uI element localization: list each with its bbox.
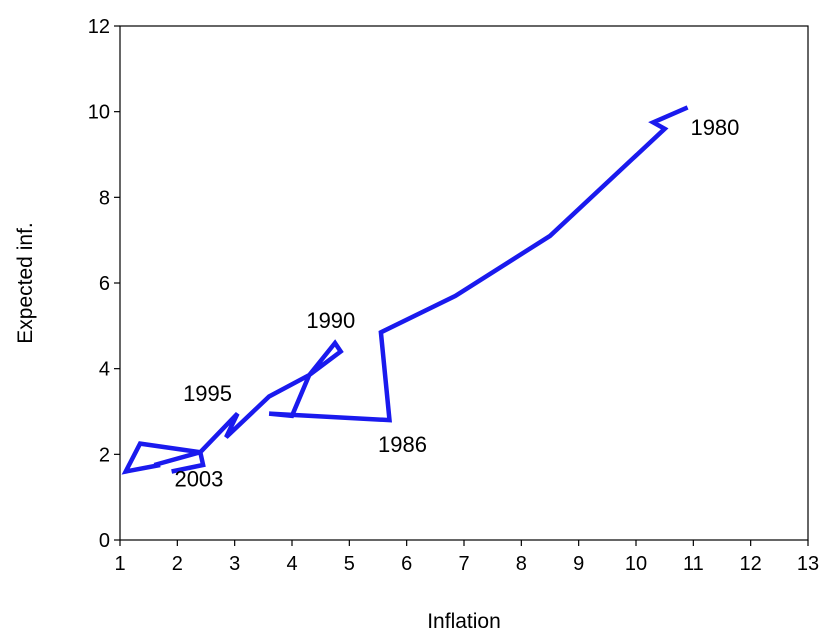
y-tick-label: 4	[99, 359, 110, 381]
y-axis: 0 2 4 6 8 10 12	[88, 16, 120, 552]
year-annotation: 2003	[174, 466, 223, 491]
year-annotation: 1990	[306, 308, 355, 333]
y-tick-label: 10	[88, 102, 110, 124]
year-annotation: 1995	[183, 381, 232, 406]
y-tick-label: 12	[88, 16, 110, 38]
x-axis: 1 2 3 4 5 6 7 8 9 10 11 12 13	[114, 540, 819, 575]
x-tick-label: 8	[516, 553, 527, 575]
x-tick-label: 11	[683, 553, 704, 575]
annotations: 1980 1990 1986 1995 2003	[174, 115, 739, 491]
y-axis-title: Expected inf.	[14, 222, 37, 343]
x-tick-label: 9	[573, 553, 584, 575]
year-annotation: 1986	[378, 432, 427, 457]
plot-area-frame	[119, 25, 809, 541]
series-line	[121, 105, 689, 475]
y-tick-label: 2	[99, 444, 110, 466]
y-tick-label: 0	[99, 530, 110, 552]
x-tick-label: 10	[625, 553, 647, 575]
x-tick-label: 1	[114, 553, 125, 575]
x-tick-label: 6	[401, 553, 412, 575]
x-axis-title: Inflation	[427, 610, 501, 633]
y-tick-label: 8	[99, 187, 110, 209]
y-tick-label: 6	[99, 273, 110, 295]
x-tick-label: 5	[344, 553, 355, 575]
x-tick-label: 3	[229, 553, 240, 575]
x-tick-label: 2	[172, 553, 183, 575]
x-tick-label: 7	[458, 553, 469, 575]
year-annotation: 1980	[690, 115, 739, 140]
x-tick-label: 4	[286, 553, 297, 575]
x-tick-label: 12	[740, 553, 762, 575]
x-tick-label: 13	[797, 553, 819, 575]
